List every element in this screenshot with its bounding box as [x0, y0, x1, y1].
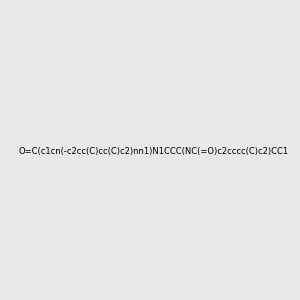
- Text: O=C(c1cn(-c2cc(C)cc(C)c2)nn1)N1CCC(NC(=O)c2cccc(C)c2)CC1: O=C(c1cn(-c2cc(C)cc(C)c2)nn1)N1CCC(NC(=O…: [19, 147, 289, 156]
